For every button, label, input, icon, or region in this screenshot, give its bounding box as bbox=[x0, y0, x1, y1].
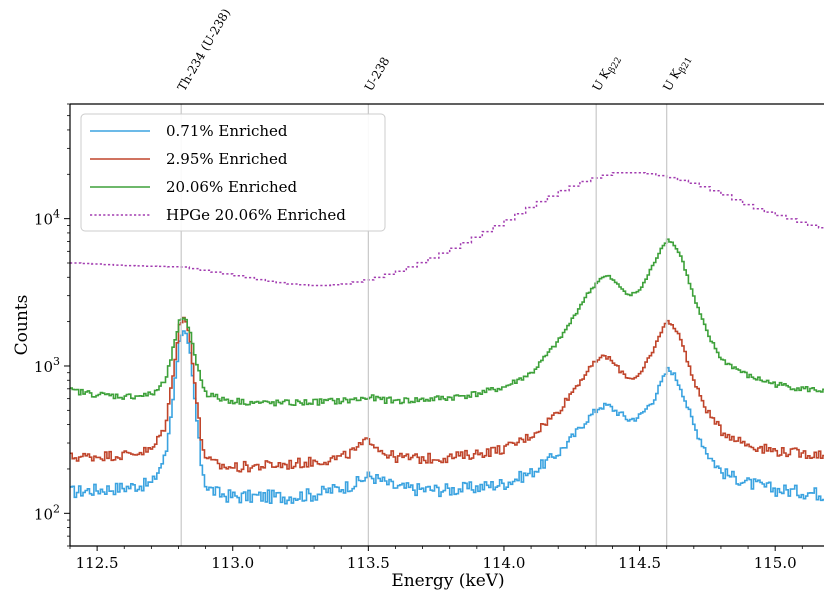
x-axis: 112.5 113.0 113.5 114.0 114.5 115.0 bbox=[69, 546, 803, 572]
legend-label-hpge-20-06-enriched: HPGe 20.06% Enriched bbox=[166, 206, 346, 224]
x-tick-label-5: 114.5 bbox=[618, 554, 661, 572]
x-tick-label-4: 114.0 bbox=[482, 554, 525, 572]
annotation-label-3: U Kβ22 bbox=[590, 52, 625, 95]
series-layer bbox=[70, 171, 824, 505]
x-tick-label-1: 112.5 bbox=[76, 554, 119, 572]
y-tick-label-3: 104 bbox=[34, 208, 60, 229]
series-20-06-enriched bbox=[70, 238, 824, 407]
x-tick-label-6: 115.0 bbox=[754, 554, 797, 572]
x-axis-label: Energy (keV) bbox=[391, 571, 504, 590]
y-axis: 102 103 104 bbox=[34, 103, 70, 547]
x-tick-label-3: 113.5 bbox=[347, 554, 390, 572]
annotation-label-2: U-238 bbox=[362, 55, 393, 94]
annotation-labels: Th-234 (U-238) U-238 U Kβ22 U Kβ21 bbox=[175, 6, 695, 95]
series-2-95-enriched bbox=[70, 316, 824, 473]
legend: 0.71% Enriched 2.95% Enriched 20.06% Enric… bbox=[80, 113, 386, 232]
legend-label-20-06-enriched: 20.06% Enriched bbox=[166, 178, 297, 196]
annotation-label-4: U Kβ21 bbox=[660, 52, 695, 95]
series-0-71-enriched bbox=[70, 330, 824, 505]
y-tick-label-1: 102 bbox=[34, 502, 60, 523]
legend-label-0-71-enriched: 0.71% Enriched bbox=[166, 122, 288, 140]
series-hpge-20-06-enriched bbox=[70, 171, 824, 287]
y-tick-label-2: 103 bbox=[34, 355, 60, 376]
annotation-label-1: Th-234 (U-238) bbox=[175, 6, 233, 93]
legend-label-2-95-enriched: 2.95% Enriched bbox=[166, 150, 288, 168]
x-tick-label-2: 113.0 bbox=[211, 554, 254, 572]
legend-box bbox=[80, 113, 386, 232]
y-axis-label: Counts bbox=[12, 295, 32, 356]
